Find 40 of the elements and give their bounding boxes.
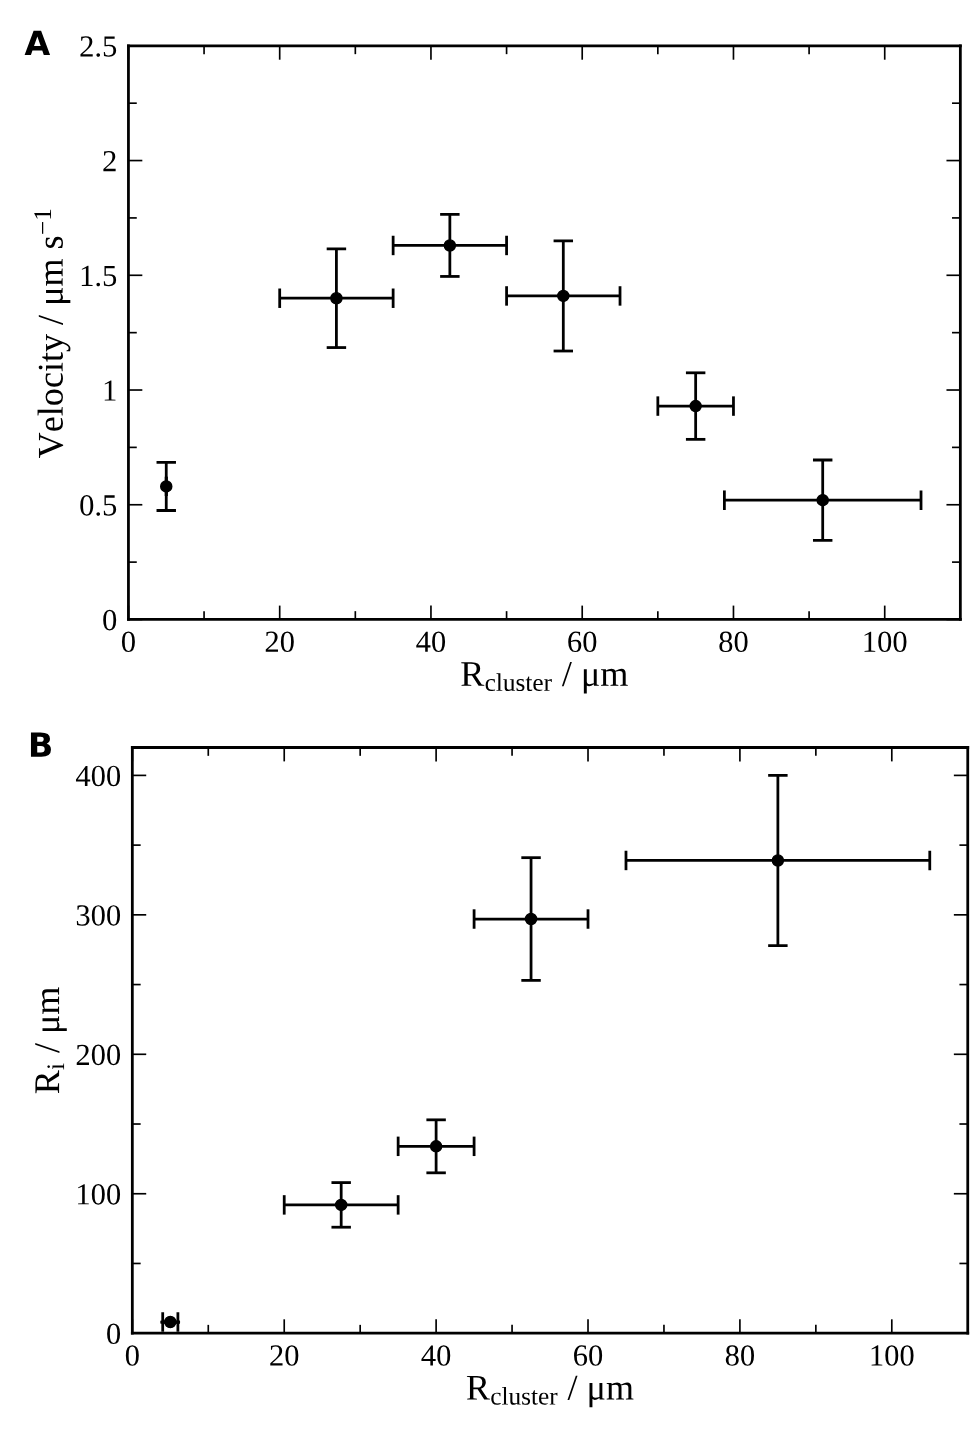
y-tick-label: 400 [75, 765, 121, 787]
point [816, 493, 829, 507]
x-tick-label: 20 [265, 631, 294, 653]
y-tick-label: 0 [103, 609, 117, 631]
y-tick-label: 100 [78, 1184, 121, 1205]
point [429, 1140, 443, 1153]
chart-title: A [24, 30, 51, 56]
y-tick-label: 0 [107, 1323, 121, 1345]
x-tick-label: 100 [864, 631, 907, 653]
x-axis-title: R$_{cluster}$ / μm [461, 662, 628, 694]
x-tick-label: 40 [416, 631, 446, 653]
point [330, 291, 343, 305]
point [334, 1198, 348, 1212]
y-tick-label: 2.5 [80, 36, 117, 57]
y-tick-label: 1 [104, 380, 116, 401]
point [771, 854, 785, 867]
y-axis-title: Velocity / μm s$^{−1}$ [34, 209, 71, 458]
x-tick-label: 0 [121, 631, 135, 653]
x-tick-label: 60 [568, 631, 597, 653]
x-tick-label: 40 [421, 1345, 451, 1366]
point [164, 1315, 177, 1329]
x-tick-label: 80 [719, 631, 748, 653]
point [159, 480, 173, 493]
y-tick-label: 200 [76, 1044, 121, 1066]
y-tick-label: 1.5 [81, 265, 117, 287]
x-tick-label: 20 [270, 1345, 299, 1366]
x-tick-label: 60 [574, 1345, 603, 1366]
chart-title: B [30, 732, 51, 757]
y-tick-label: 2 [103, 150, 116, 172]
x-tick-label: 80 [725, 1345, 755, 1366]
point [524, 912, 538, 926]
point [443, 239, 457, 252]
x-tick-label: 0 [125, 1345, 139, 1366]
point [557, 289, 570, 303]
y-tick-label: 0.5 [80, 495, 117, 516]
x-tick-label: 100 [871, 1345, 914, 1366]
y-tick-label: 300 [76, 905, 121, 926]
x-axis-title: R$_{cluster}$ / μm [466, 1375, 634, 1408]
y-axis-title: R$_{i}$ / μm [35, 987, 67, 1094]
point [689, 399, 702, 413]
